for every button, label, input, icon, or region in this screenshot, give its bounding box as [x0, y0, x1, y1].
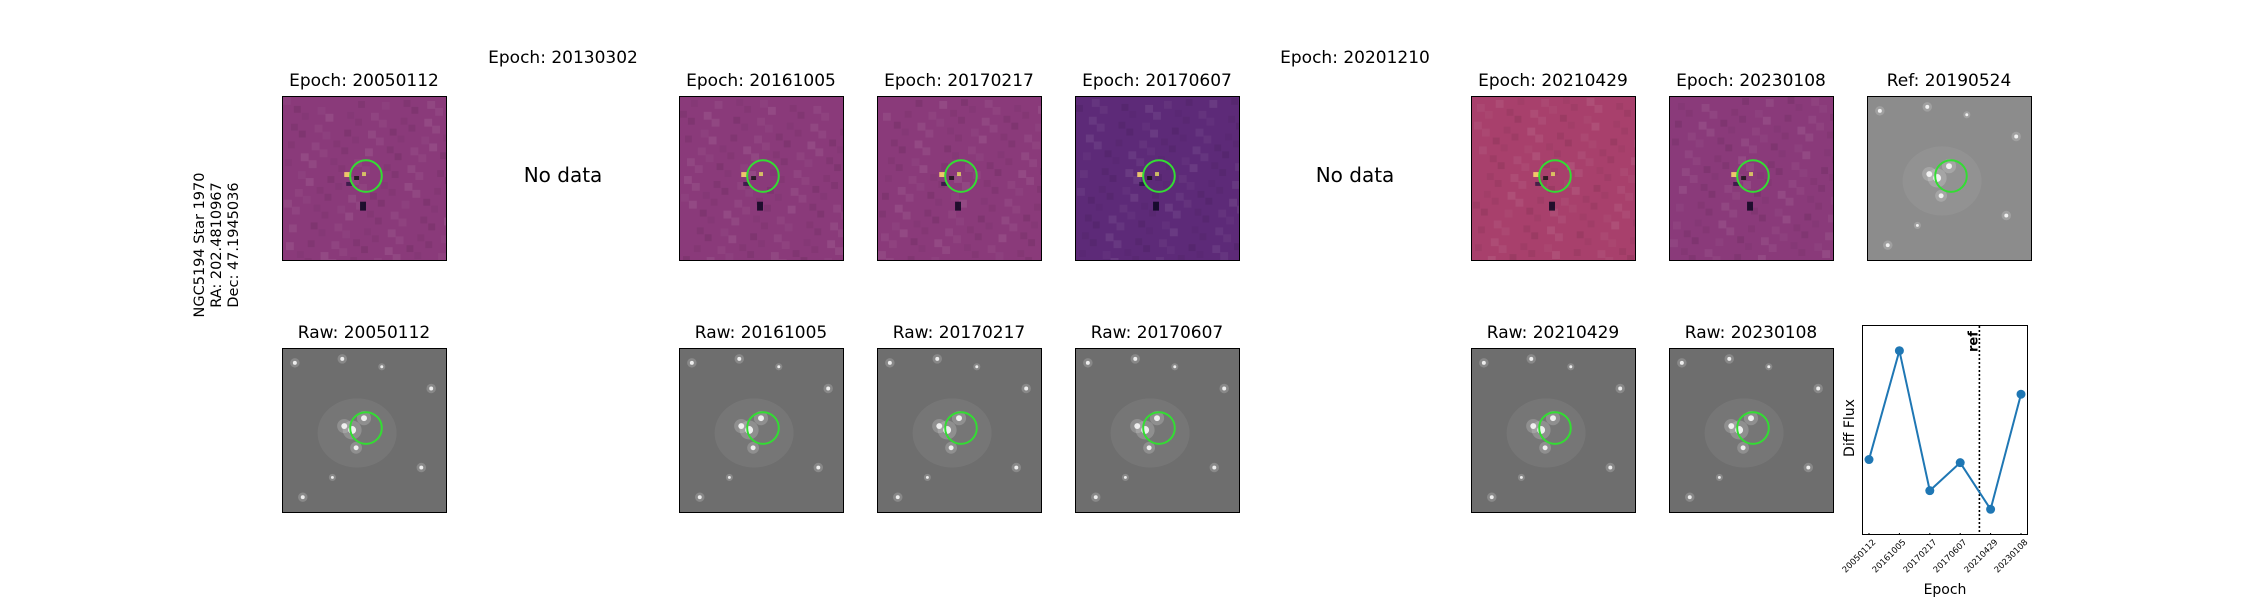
epoch-panel-title: Epoch: 20130302 — [488, 48, 638, 68]
data-point — [1894, 346, 1904, 356]
diff-image-panel — [282, 96, 447, 261]
diff-image-panel — [1669, 96, 1834, 261]
raw-image-panel — [877, 348, 1042, 513]
diff-image-panel — [679, 96, 844, 261]
raw-image-panel — [679, 348, 844, 513]
raw-image-panel — [1669, 348, 1834, 513]
ref-image-panel — [1867, 96, 2032, 261]
diff-image-panel — [1075, 96, 1240, 261]
raw-panel-title: Raw: 20210429 — [1486, 323, 1620, 343]
raw-panel-title: Raw: 20161005 — [694, 323, 828, 343]
raw-panel-title: Raw: 20050112 — [297, 323, 431, 343]
ref-marker-label: ref — [1966, 331, 1981, 352]
data-point — [1986, 504, 1996, 514]
light-curve-svg: ref — [1864, 326, 2026, 534]
star-name: NGC5194 Star 1970 — [192, 172, 208, 318]
raw-image-panel — [1075, 348, 1240, 513]
epoch-panel-title: Epoch: 20170217 — [884, 71, 1034, 91]
x-tick-label: 20050112 — [1840, 537, 1879, 576]
star-ra: RA: 202.4810967 — [209, 182, 225, 308]
no-data-label: No data — [523, 163, 603, 187]
epoch-panel-title: Epoch: 20210429 — [1478, 71, 1628, 91]
epoch-panel-title: Epoch: 20161005 — [686, 71, 836, 91]
diff-image-panel — [1471, 96, 1636, 261]
raw-image-panel — [282, 348, 447, 513]
data-point — [2016, 389, 2026, 399]
data-point — [1864, 455, 1874, 465]
data-point — [1925, 486, 1935, 496]
series-line — [1868, 350, 2022, 512]
epoch-panel-title: Epoch: 20230108 — [1676, 71, 1826, 91]
epoch-panel-title: Ref: 20190524 — [1886, 71, 2012, 91]
epoch-panel-title: Epoch: 20050112 — [289, 71, 439, 91]
raw-panel-title: Raw: 20230108 — [1684, 323, 1818, 343]
data-point — [1955, 458, 1965, 468]
diff-image-panel — [877, 96, 1042, 261]
y-axis-label: Diff Flux — [1842, 399, 1858, 457]
no-data-label: No data — [1315, 163, 1395, 187]
light-curve-chart: ref — [1862, 325, 2028, 535]
raw-image-panel — [1471, 348, 1636, 513]
epoch-panel-title: Epoch: 20170607 — [1082, 71, 1232, 91]
raw-panel-title: Raw: 20170217 — [892, 323, 1026, 343]
epoch-panel-title: Epoch: 20201210 — [1280, 48, 1430, 68]
star-dec: Dec: 47.1945036 — [226, 182, 242, 308]
x-axis-label: Epoch — [1923, 582, 1967, 598]
raw-panel-title: Raw: 20170607 — [1090, 323, 1224, 343]
